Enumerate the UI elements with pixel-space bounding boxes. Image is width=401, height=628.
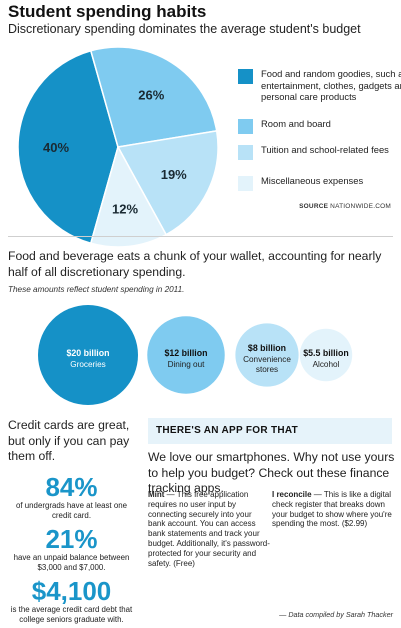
legend-item-misc: Miscellaneous expenses [238, 175, 401, 191]
stat-text: have an unpaid balance between $3,000 an… [13, 552, 130, 572]
app-header-box [148, 418, 392, 444]
data-credit: — Data compiled by Sarah Thacker [279, 610, 393, 619]
legend-swatch [238, 119, 253, 134]
legend-item-tuition: Tuition and school-related fees [238, 144, 401, 160]
bubble-label: Convenience [243, 355, 291, 364]
bubble-value: $5.5 billion [303, 348, 348, 358]
bubble-label: Dining out [168, 360, 206, 369]
bubble [38, 305, 138, 405]
legend-swatch [238, 69, 253, 84]
bubble [299, 328, 353, 382]
page-title: Student spending habits [8, 2, 207, 21]
bubble-label: Groceries [70, 360, 106, 369]
legend-label: Room and board [261, 118, 331, 129]
app-desc: — This free application requires no user… [148, 490, 270, 568]
source-credit: SOURCE NATIONWIDE.COM [299, 203, 391, 210]
app-intro: We love our smartphones. Why not use you… [148, 450, 395, 495]
bubble-value: $20 billion [66, 348, 109, 358]
legend-item-food: Food and random goodies, such as enterta… [238, 68, 401, 103]
pie-slice [17, 49, 119, 245]
legend-label: Food and random goodies, such as enterta… [261, 68, 401, 102]
pie-slice-label: 26% [138, 88, 164, 103]
app-item-mint: Mint — This free application requires no… [148, 490, 270, 568]
app-item-ireconcile: I reconcile — This is like a digital che… [272, 490, 396, 529]
bubble-label: stores [256, 365, 278, 374]
stat-text: of undergrads have at least one credit c… [16, 500, 127, 520]
spending-note: These amounts reflect student spending i… [8, 285, 185, 294]
source-text: NATIONWIDE.COM [330, 203, 391, 210]
bubble-label: Alcohol [313, 360, 340, 369]
pie-slice-label: 40% [43, 140, 69, 155]
bubble [235, 323, 299, 387]
section-divider [8, 236, 393, 237]
bubble-chart: $20 billion Groceries $12 billion Dining ou… [38, 305, 353, 405]
source-label: SOURCE [299, 203, 329, 210]
legend-label: Miscellaneous expenses [261, 175, 364, 186]
app-name: Mint [148, 490, 165, 499]
stat-number: 84% [45, 471, 98, 502]
credit-card-panel: Credit cards are great, but only if you … [8, 418, 135, 625]
legend-swatch [238, 145, 253, 160]
bubble [147, 316, 225, 394]
legend-item-room: Room and board [238, 118, 401, 134]
pie-slice [89, 46, 218, 148]
page-subtitle: Discretionary spending dominates the ave… [8, 22, 361, 36]
pie-chart: 40% 26% 19% 12% [17, 46, 219, 248]
app-desc: — This is like a digital check register … [272, 490, 392, 529]
stat-number: $4,100 [31, 575, 112, 606]
pie-slice-label: 12% [112, 202, 138, 217]
legend-swatch [238, 176, 253, 191]
pie-slice [89, 145, 168, 248]
pie-slice [116, 130, 219, 236]
stat-text: is the average credit card debt that col… [10, 604, 133, 624]
pie-slice-label: 19% [161, 167, 187, 182]
app-header: THERE'S AN APP FOR THAT [156, 425, 299, 436]
stat-number: 21% [45, 523, 98, 554]
bubble-value: $8 billion [248, 343, 286, 353]
legend-label: Tuition and school-related fees [261, 144, 389, 155]
app-name: I reconcile [272, 490, 312, 499]
spending-headline: Food and beverage eats a chunk of your w… [8, 249, 382, 279]
bubble-value: $12 billion [164, 348, 207, 358]
credit-card-intro: Credit cards are great, but only if you … [8, 418, 130, 463]
